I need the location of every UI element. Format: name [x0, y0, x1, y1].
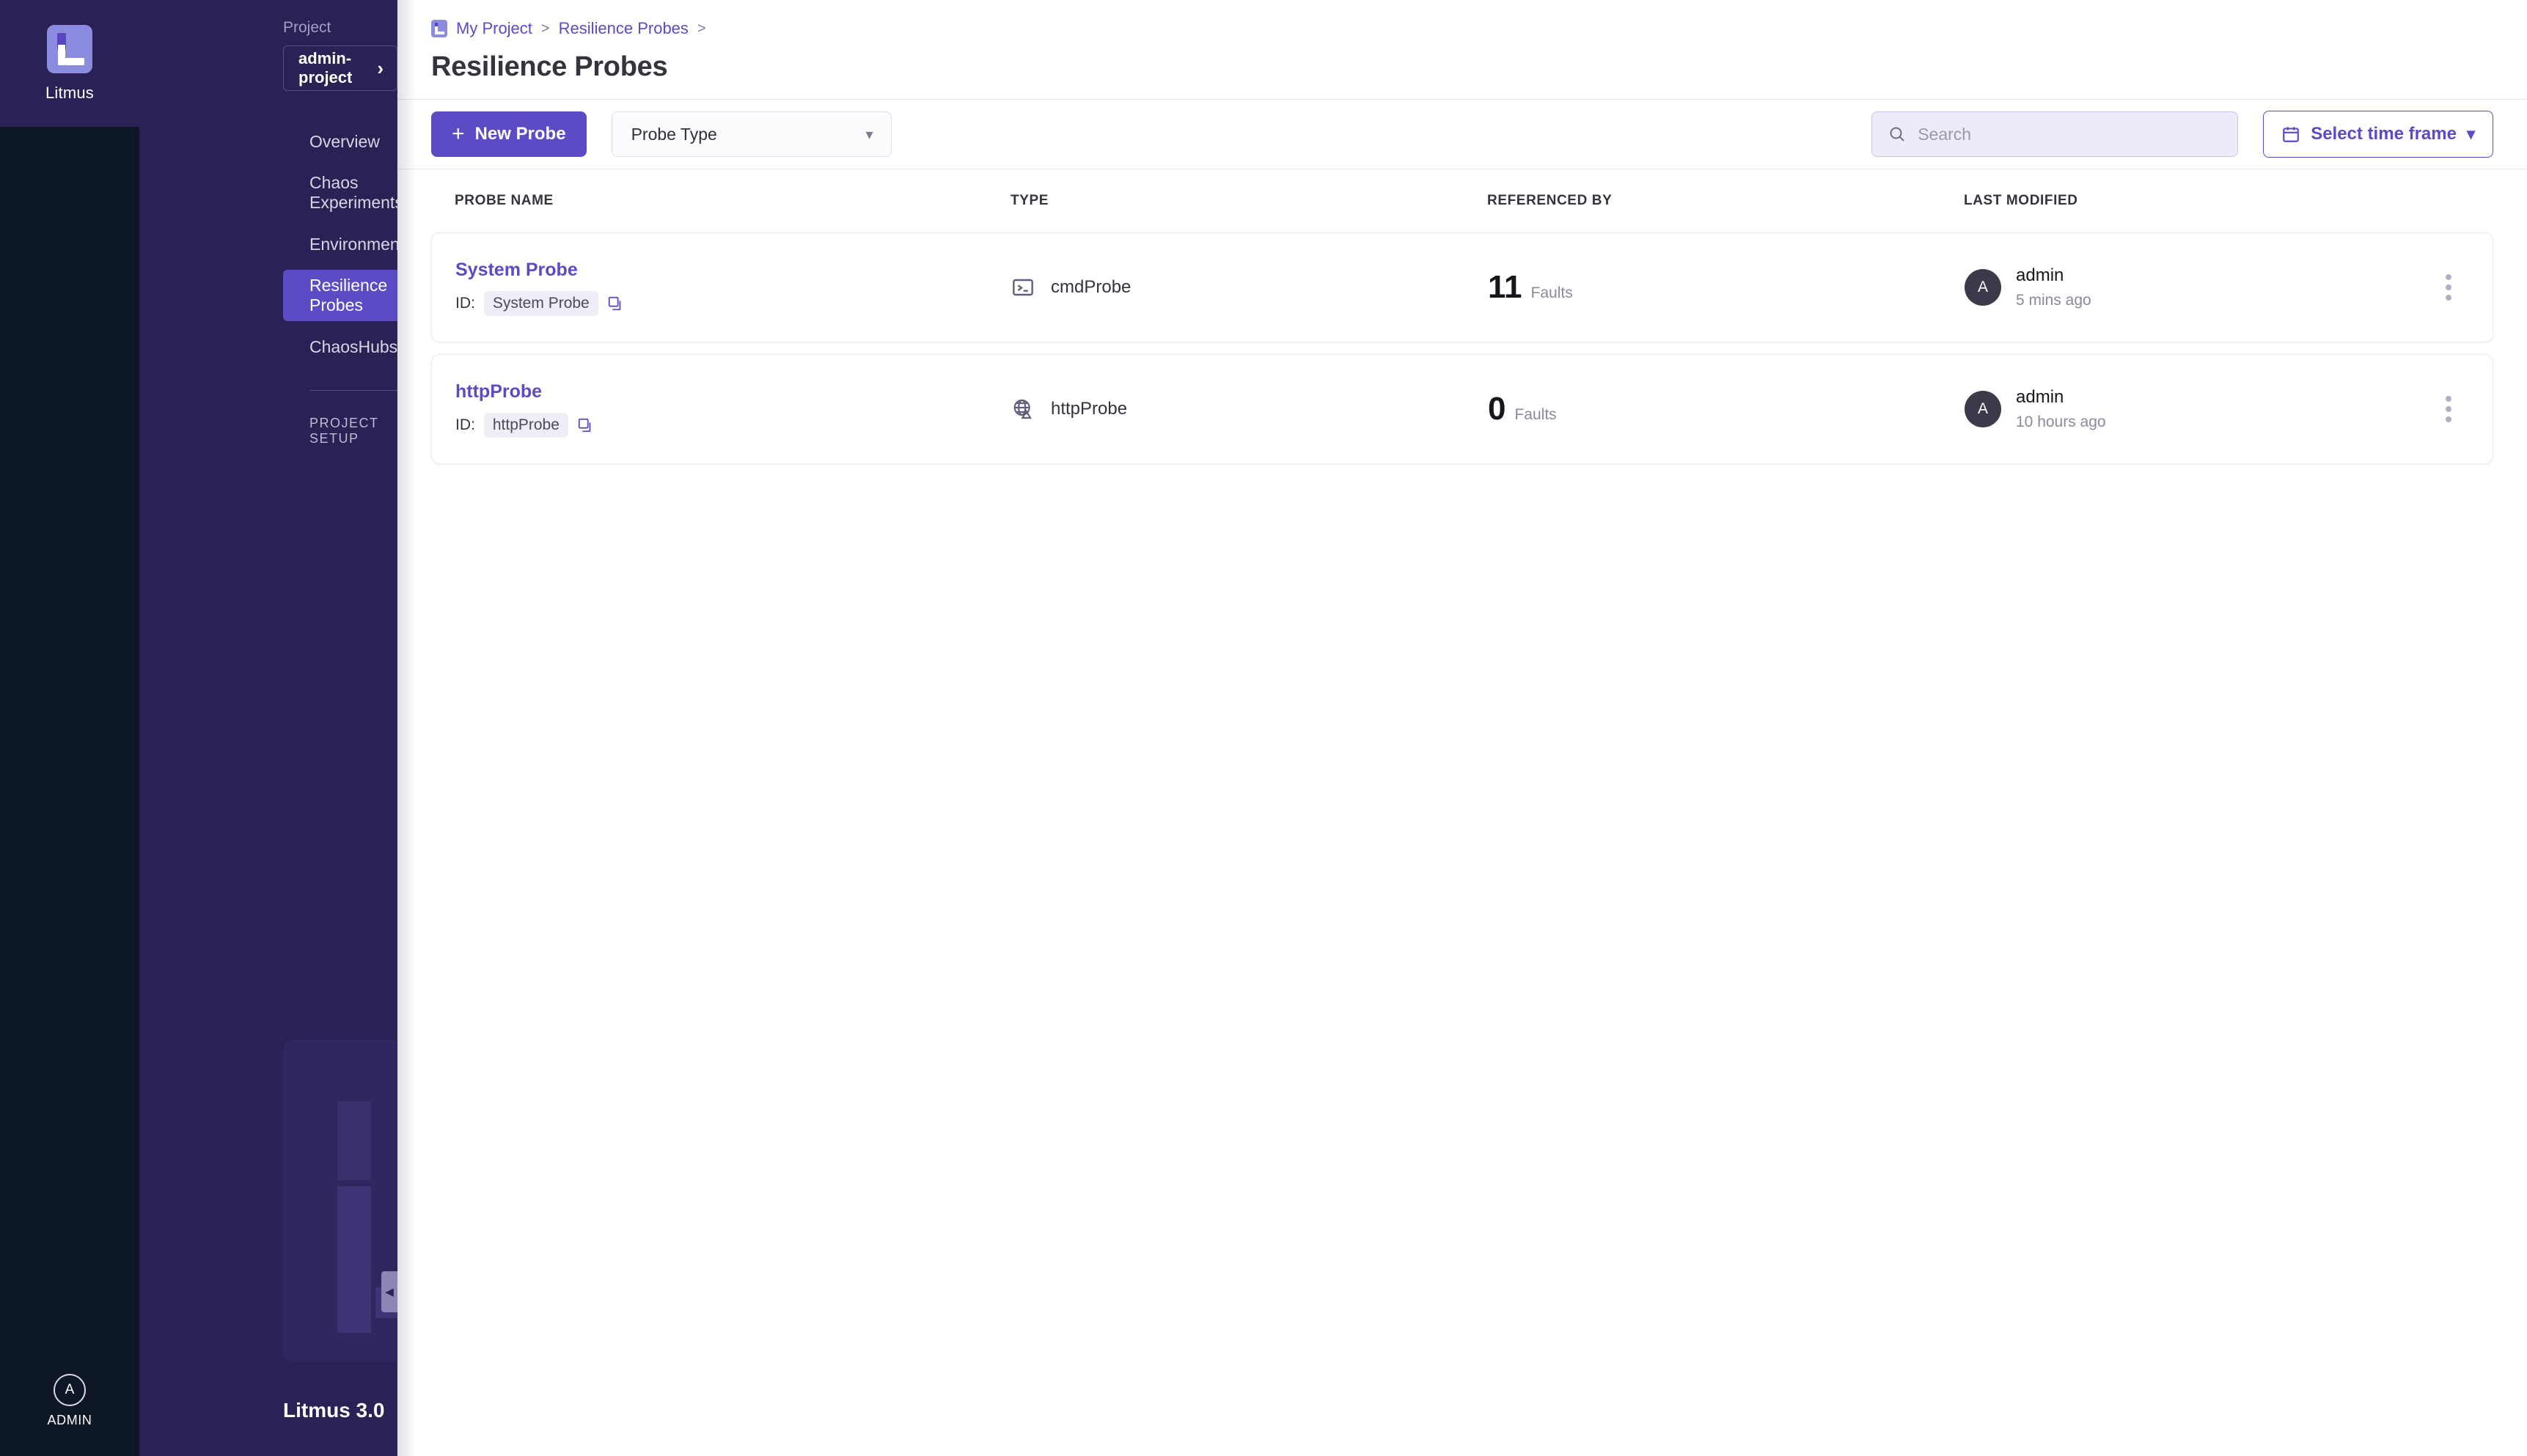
last-modified-user: admin [2016, 387, 2064, 407]
last-modified-time: 10 hours ago [2016, 413, 2106, 430]
probe-id-label: ID: [455, 416, 475, 433]
project-selector-name: admin-project [298, 49, 353, 87]
sidebar-item-label: Environments [309, 234, 413, 254]
chevron-down-icon: ▾ [865, 126, 873, 143]
sidebar-collapse-handle[interactable]: ◀ [381, 1271, 397, 1312]
litmus-logo-icon [47, 24, 92, 73]
probe-name-link[interactable]: System Probe [455, 259, 578, 280]
cell-actions [2405, 389, 2493, 430]
globe-icon [1011, 397, 1035, 421]
sidebar-section-label: PROJECT SETUP [309, 416, 379, 446]
cell-probe-name: httpProbe ID: httpProbe [432, 381, 1011, 438]
search-input[interactable] [1918, 124, 2222, 144]
new-probe-button[interactable]: + New Probe [431, 111, 587, 157]
column-header-referenced-by: REFERENCED BY [1487, 193, 1613, 208]
page-title: Resilience Probes [431, 51, 668, 82]
probes-table: PROBE NAME TYPE REFERENCED BY LAST MODIF… [397, 169, 2527, 1456]
cell-last-modified: A admin 10 hours ago [1965, 387, 2405, 431]
probe-type-value: cmdProbe [1051, 277, 1132, 297]
search-box[interactable] [1871, 111, 2239, 157]
probe-name-link[interactable]: httpProbe [455, 380, 543, 402]
table-row[interactable]: System Probe ID: System Probe [431, 232, 2493, 342]
cell-probe-name: System Probe ID: System Probe [432, 260, 1011, 316]
column-header-last-modified: LAST MODIFIED [1964, 193, 2078, 208]
breadcrumb-item-my-project[interactable]: My Project [456, 19, 532, 37]
last-modified-lines: admin 5 mins ago [2016, 265, 2091, 309]
sidebar-item-chaoshubs[interactable]: ChaosHubs [283, 321, 409, 372]
probe-id-value: System Probe [483, 290, 598, 316]
plus-icon: + [452, 122, 465, 146]
breadcrumb-item-resilience-probes[interactable]: Resilience Probes [558, 19, 689, 37]
avatar: A [1965, 269, 2001, 306]
cell-actions [2405, 267, 2493, 308]
project-sidebar: Project admin-project › Overview Chaos E… [139, 0, 518, 1456]
sidebar-item-label: Resilience Probes [309, 276, 388, 315]
rail-brand-block[interactable]: Litmus [0, 0, 139, 127]
table-row[interactable]: httpProbe ID: httpProbe [431, 354, 2493, 464]
probe-type-select[interactable]: Probe Type ▾ [611, 111, 892, 157]
sidebar-item-overview[interactable]: Overview [283, 116, 409, 167]
sidebar-item-chaos-experiments[interactable]: Chaos Experiments [283, 167, 409, 218]
probe-id-row: ID: httpProbe [455, 412, 1011, 438]
sidebar-item-environments[interactable]: Environments [283, 218, 413, 270]
last-modified-time: 5 mins ago [2016, 292, 2091, 309]
sidebar-item-label: ChaosHubs [309, 337, 398, 356]
sidebar-item-label: Overview [309, 131, 380, 151]
chevron-right-icon: › [377, 57, 384, 79]
referenced-count: 0 [1488, 391, 1506, 427]
main-content: My Project > Resilience Probes > Resilie… [397, 0, 2527, 1456]
cell-referenced-by: 11 Faults [1488, 271, 1965, 304]
breadcrumb-separator-icon: > [540, 20, 550, 37]
toolbar: + New Probe Probe Type ▾ [397, 99, 2527, 169]
sidebar-section-project-setup[interactable]: PROJECT SETUP ▾ [309, 416, 431, 446]
app-rail: Litmus A ADMIN [0, 0, 139, 1456]
probe-id-label: ID: [455, 294, 475, 312]
breadcrumb: My Project > Resilience Probes > [431, 19, 2527, 38]
referenced-count: 11 [1488, 269, 1522, 305]
cell-type: cmdProbe [1011, 276, 1488, 299]
cell-type: httpProbe [1011, 397, 1488, 421]
referenced-unit: Faults [1530, 284, 1573, 301]
new-probe-label: New Probe [474, 124, 566, 144]
page-header: My Project > Resilience Probes > Resilie… [397, 0, 2527, 99]
cell-last-modified: A admin 5 mins ago [1965, 265, 2405, 309]
copy-icon[interactable] [577, 417, 593, 433]
last-modified-user: admin [2016, 265, 2064, 285]
referenced-unit: Faults [1514, 406, 1557, 423]
probe-type-select-value: Probe Type [631, 124, 717, 144]
rail-user-label: ADMIN [47, 1413, 92, 1427]
rail-user-block[interactable]: A ADMIN [48, 1374, 92, 1428]
last-modified-lines: admin 10 hours ago [2016, 387, 2106, 431]
probe-type-value: httpProbe [1051, 399, 1128, 419]
row-menu-icon[interactable] [2438, 267, 2459, 308]
project-selector[interactable]: admin-project › [283, 45, 397, 91]
sidebar-nav: Overview Chaos Experiments Environments … [139, 116, 413, 372]
cell-referenced-by: 0 Faults [1488, 393, 1965, 425]
sidebar-item-label: Chaos Experiments [309, 173, 403, 212]
avatar: A [1965, 391, 2001, 427]
table-header-row: PROBE NAME TYPE REFERENCED BY LAST MODIF… [431, 169, 2493, 232]
select-time-frame-label: Select time frame [2311, 124, 2457, 144]
rail-user-avatar[interactable]: A [54, 1374, 86, 1406]
sidebar-item-resilience-probes[interactable]: Resilience Probes [283, 270, 409, 321]
row-menu-icon[interactable] [2438, 389, 2459, 430]
search-icon [1888, 125, 1906, 143]
breadcrumb-separator-icon: > [697, 20, 706, 37]
sidebar-version-label: Litmus 3.0 [283, 1399, 385, 1422]
sidebar-divider [309, 390, 427, 391]
probe-id-value: httpProbe [483, 412, 568, 438]
breadcrumb-logo-icon [431, 20, 447, 37]
project-label: Project [283, 19, 331, 36]
terminal-icon [1011, 276, 1035, 299]
copy-icon[interactable] [607, 295, 623, 312]
probe-id-row: ID: System Probe [455, 290, 1011, 316]
select-time-frame-button[interactable]: Select time frame ▾ [2263, 111, 2493, 158]
column-header-type: TYPE [1011, 193, 1049, 208]
chevron-down-icon: ▾ [2466, 125, 2475, 143]
rail-brand-label: Litmus [45, 83, 94, 102]
column-header-probe-name: PROBE NAME [455, 193, 554, 208]
calendar-icon [2281, 125, 2300, 144]
